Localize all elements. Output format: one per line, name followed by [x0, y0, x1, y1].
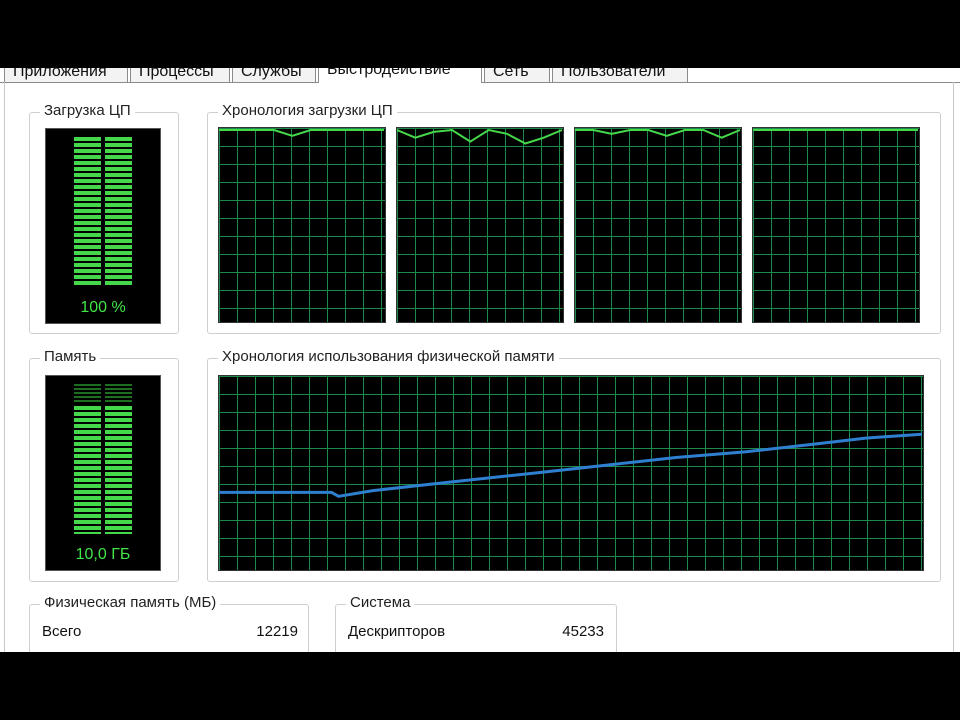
- physical-total-value: 12219: [256, 623, 298, 640]
- cpu-usage-meter: 100 %: [45, 128, 161, 324]
- tab-network[interactable]: Сеть: [484, 68, 550, 82]
- task-manager-window: Приложения Процессы Службы Быстродействи…: [0, 68, 960, 652]
- cpu-history-title: Хронология загрузки ЦП: [218, 102, 397, 119]
- memory-usage-line: [219, 432, 923, 498]
- cpu-core-graph-2: [396, 127, 564, 323]
- memory-meter-bars: [74, 406, 132, 534]
- memory-group: Память 10,0 ГБ: [29, 348, 179, 582]
- system-handles-value: 45233: [562, 623, 604, 640]
- tab-users[interactable]: Пользователи: [552, 68, 688, 82]
- memory-history-title: Хронология использования физической памя…: [218, 348, 559, 365]
- cpu-core-graph-1: [218, 127, 386, 323]
- cpu-core-line-2: [397, 128, 563, 145]
- cpu-history-group: Хронология загрузки ЦП: [207, 102, 941, 334]
- tab-services[interactable]: Службы: [232, 68, 316, 82]
- system-handles-label: Дескрипторов: [348, 623, 446, 640]
- physical-memory-group: Физическая память (МБ) Всего 12219: [29, 594, 309, 652]
- memory-usage-line-svg: [219, 432, 923, 498]
- physical-memory-title: Физическая память (МБ): [40, 594, 221, 611]
- performance-panel: Загрузка ЦП 100 % Хронология загрузки ЦП…: [4, 82, 954, 652]
- cpu-core-line-1: [219, 129, 384, 137]
- memory-history-graph: [218, 375, 924, 571]
- system-handles-row: Дескрипторов 45233: [348, 623, 604, 640]
- memory-value: 10,0 ГБ: [75, 546, 131, 563]
- cpu-core-line-1-svg: [219, 129, 384, 137]
- cpu-usage-group: Загрузка ЦП 100 %: [29, 102, 179, 334]
- cpu-core-graph-3: [574, 127, 742, 323]
- memory-meter: 10,0 ГБ: [45, 375, 161, 571]
- tab-processes[interactable]: Процессы: [130, 68, 230, 82]
- cpu-core-line-4-svg: [753, 129, 918, 131]
- tab-applications[interactable]: Приложения: [4, 68, 128, 82]
- tab-strip: Приложения Процессы Службы Быстродействи…: [0, 68, 960, 83]
- system-title: Система: [346, 594, 415, 611]
- memory-title: Память: [40, 348, 101, 365]
- memory-meter-free: [74, 384, 132, 404]
- cpu-core-graph-4: [752, 127, 920, 323]
- cpu-meter-bars: [74, 137, 132, 287]
- cpu-core-line-3-svg: [575, 129, 741, 139]
- cpu-usage-value: 100 %: [80, 299, 126, 316]
- physical-total-label: Всего: [42, 623, 82, 640]
- cpu-core-line-3: [575, 129, 741, 139]
- cpu-core-line-2-svg: [397, 128, 563, 145]
- physical-total-row: Всего 12219: [42, 623, 298, 640]
- cpu-usage-title: Загрузка ЦП: [40, 102, 135, 119]
- memory-history-group: Хронология использования физической памя…: [207, 348, 941, 582]
- system-group: Система Дескрипторов 45233: [335, 594, 617, 652]
- tab-performance[interactable]: Быстродействие: [318, 68, 482, 83]
